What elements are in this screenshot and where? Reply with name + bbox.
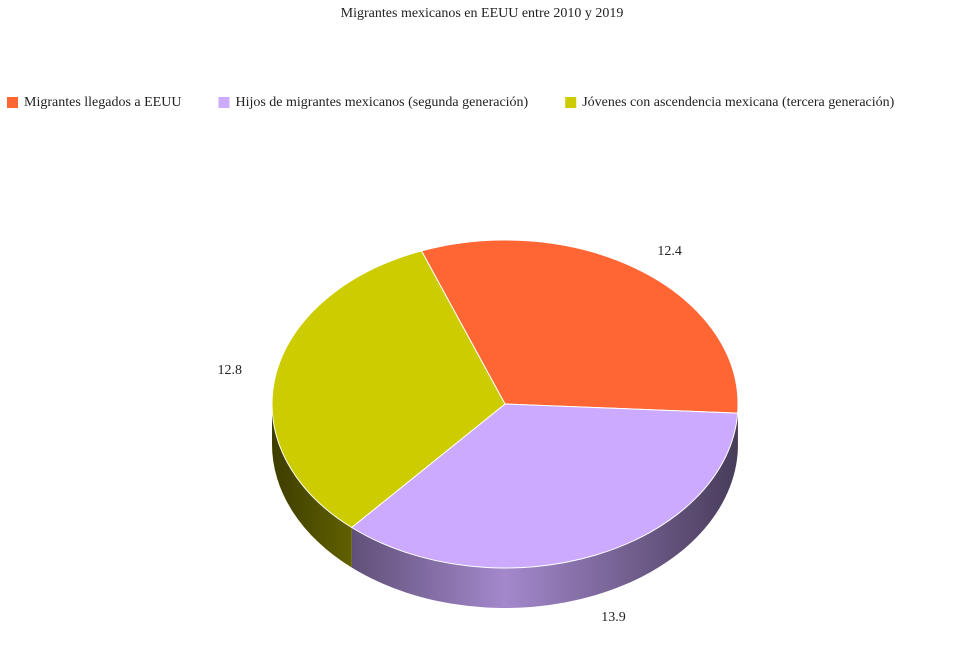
legend-label: Jóvenes con ascendencia mexicana (tercer… xyxy=(582,95,894,110)
slice-side-shade xyxy=(351,413,738,609)
data-label: 12.8 xyxy=(217,363,242,378)
data-label: 13.9 xyxy=(601,610,626,625)
slice xyxy=(420,239,739,414)
slice-side-shade xyxy=(272,404,352,568)
slice xyxy=(350,403,739,569)
chart-title: Migrantes mexicanos en EEUU entre 2010 y… xyxy=(341,6,624,21)
legend-label: Hijos de migrantes mexicanos (segunda ge… xyxy=(235,95,528,110)
legend-swatch xyxy=(565,97,577,108)
legend-label: Migrantes llegados a EEUU xyxy=(24,95,181,110)
legend-swatch xyxy=(218,97,230,108)
slice xyxy=(271,250,506,529)
data-label: 12.4 xyxy=(657,244,682,259)
legend-swatch xyxy=(7,97,18,108)
